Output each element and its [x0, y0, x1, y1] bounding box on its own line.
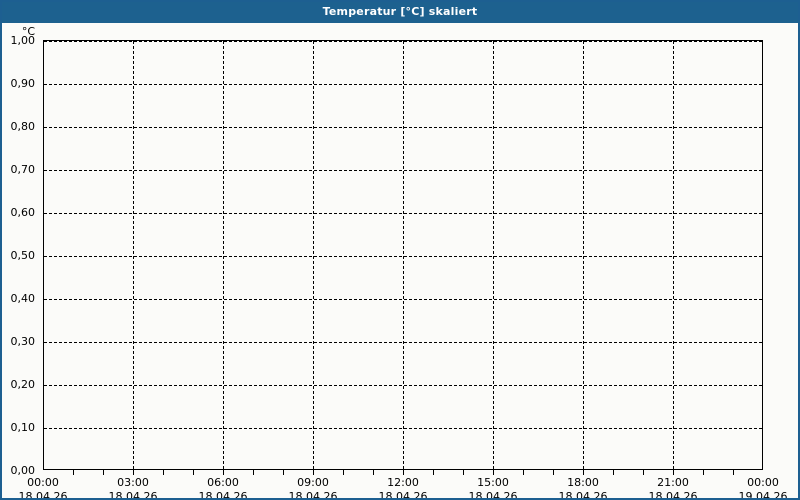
x-tick-date: 18.04.26: [288, 490, 338, 500]
x-tick-label: 06:00 18.04.26: [198, 476, 248, 500]
x-tick-date: 18.04.26: [378, 490, 428, 500]
y-tick-label: 0,30: [10, 335, 36, 348]
y-axis-unit-label: °C: [21, 25, 35, 38]
x-minor-tick: [373, 470, 374, 475]
x-minor-tick: [733, 470, 734, 475]
y-tick-label: 0,40: [10, 292, 36, 305]
x-minor-tick: [283, 470, 284, 475]
x-tick-date: 18.04.26: [468, 490, 518, 500]
x-minor-tick: [703, 470, 704, 475]
x-tick-date: 18.04.26: [648, 490, 698, 500]
x-minor-tick: [103, 470, 104, 475]
x-minor-tick: [523, 470, 524, 475]
x-tick-time: 00:00: [27, 476, 59, 489]
page-title: Temperatur [°C] skaliert: [322, 5, 478, 18]
x-tick-label: 03:00 18.04.26: [108, 476, 158, 500]
gridline-vertical: [673, 41, 674, 469]
y-tick-label: 0,50: [10, 249, 36, 262]
x-tick-label: 00:00 18.04.26: [18, 476, 68, 500]
gridline-vertical: [403, 41, 404, 469]
x-tick-time: 00:00: [747, 476, 779, 489]
x-tick-time: 06:00: [207, 476, 239, 489]
x-minor-tick: [613, 470, 614, 475]
gridline-vertical: [313, 41, 314, 469]
x-minor-tick: [403, 470, 404, 475]
y-tick-label: 0,80: [10, 120, 36, 133]
x-minor-tick: [193, 470, 194, 475]
gridline-vertical: [133, 41, 134, 469]
x-minor-tick: [253, 470, 254, 475]
x-tick-time: 15:00: [477, 476, 509, 489]
y-tick-label: 0,90: [10, 77, 36, 90]
x-minor-tick: [583, 470, 584, 475]
x-minor-tick: [553, 470, 554, 475]
gridline-vertical: [493, 41, 494, 469]
y-tick-label: 0,60: [10, 206, 36, 219]
y-tick-label: 0,20: [10, 378, 36, 391]
x-minor-tick: [643, 470, 644, 475]
x-minor-tick: [163, 470, 164, 475]
y-tick-label: 0,00: [10, 464, 36, 477]
x-tick-label: 18:00 18.04.26: [558, 476, 608, 500]
y-tick-label: 0,70: [10, 163, 36, 176]
x-minor-tick: [223, 470, 224, 475]
x-tick-label: 15:00 18.04.26: [468, 476, 518, 500]
x-tick-date: 19.04.26: [738, 490, 788, 500]
x-minor-tick: [133, 470, 134, 475]
x-tick-time: 03:00: [117, 476, 149, 489]
chart-canvas: °C 1,00 0,90 0,80 0,70 0,60 0,50 0,40 0,…: [2, 23, 798, 498]
x-minor-tick: [73, 470, 74, 475]
x-minor-tick: [463, 470, 464, 475]
x-tick-label: 09:00 18.04.26: [288, 476, 338, 500]
gridline-vertical: [583, 41, 584, 469]
x-minor-tick: [343, 470, 344, 475]
x-tick-label: 00:00 19.04.26: [738, 476, 788, 500]
plot-area: [43, 40, 763, 470]
x-minor-tick: [433, 470, 434, 475]
x-tick-label: 12:00 18.04.26: [378, 476, 428, 500]
gridline-horizontal: [44, 469, 762, 470]
x-tick-time: 09:00: [297, 476, 329, 489]
y-tick-label: 0,10: [10, 421, 36, 434]
x-tick-time: 18:00: [567, 476, 599, 489]
x-tick-label: 21:00 18.04.26: [648, 476, 698, 500]
gridline-vertical: [223, 41, 224, 469]
x-tick-time: 12:00: [387, 476, 419, 489]
x-tick-date: 18.04.26: [558, 490, 608, 500]
x-tick-date: 18.04.26: [18, 490, 68, 500]
x-minor-tick: [313, 470, 314, 475]
x-tick-date: 18.04.26: [108, 490, 158, 500]
x-minor-tick: [673, 470, 674, 475]
window-title-bar: Temperatur [°C] skaliert: [2, 2, 798, 23]
y-tick-label: 1,00: [10, 34, 36, 47]
x-tick-date: 18.04.26: [198, 490, 248, 500]
x-tick-time: 21:00: [657, 476, 689, 489]
x-minor-tick: [493, 470, 494, 475]
